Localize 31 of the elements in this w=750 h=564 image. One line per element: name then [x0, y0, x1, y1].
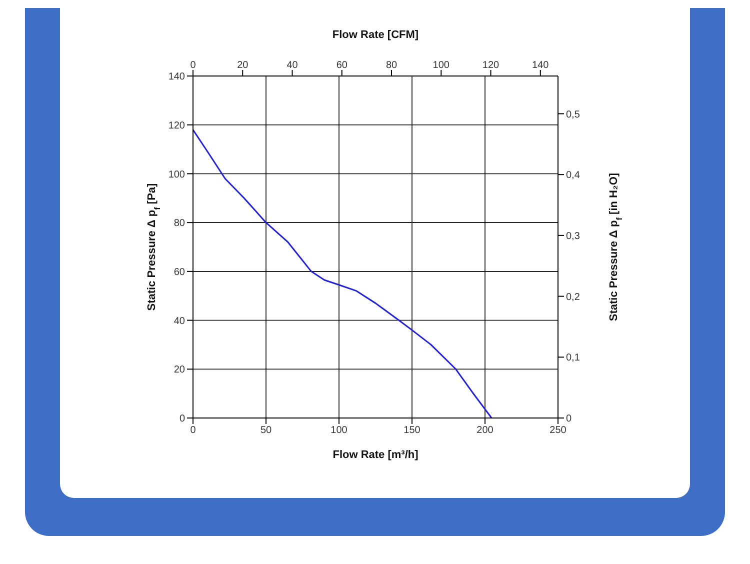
y-tick-label: 40 — [174, 316, 186, 327]
x-tick-label: 150 — [404, 425, 421, 436]
x-axis-title: Flow Rate [m³/h] — [332, 449, 419, 461]
y-tick-label: 100 — [168, 169, 186, 180]
y-tick-label: 0 — [179, 414, 186, 425]
y-tick-label: 120 — [168, 120, 186, 132]
y2-tick-label: 0,2 — [566, 292, 580, 303]
x-tick-label: 50 — [260, 425, 272, 436]
x2-tick-label: 80 — [386, 60, 398, 71]
y-tick-label: 140 — [168, 72, 186, 83]
y2-tick-label: 0,3 — [566, 230, 580, 242]
x2-tick-label: 20 — [237, 60, 249, 71]
x-tick-label: 0 — [190, 425, 196, 436]
y-tick-label: 60 — [174, 266, 186, 278]
y-tick-label: 80 — [174, 218, 186, 230]
x2-tick-label: 120 — [482, 60, 500, 71]
y2-tick-label: 0,1 — [566, 352, 580, 364]
y2-tick-label: 0,5 — [566, 109, 580, 120]
y2-tick-label: 0 — [566, 414, 572, 425]
y-tick-label: 20 — [174, 364, 186, 376]
x2-tick-label: 60 — [336, 60, 348, 71]
x-tick-label: 200 — [476, 425, 494, 436]
x2-tick-label: 100 — [432, 60, 450, 71]
x-tick-label: 100 — [330, 425, 348, 436]
x2-tick-label: 40 — [286, 60, 298, 71]
y2-tick-label: 0,4 — [566, 170, 580, 182]
x2-axis-title: Flow Rate [CFM] — [332, 29, 419, 41]
x-tick-label: 250 — [550, 425, 567, 436]
x2-tick-label: 0 — [190, 60, 196, 71]
line-series — [193, 128, 492, 418]
x2-tick-label: 140 — [532, 60, 550, 71]
